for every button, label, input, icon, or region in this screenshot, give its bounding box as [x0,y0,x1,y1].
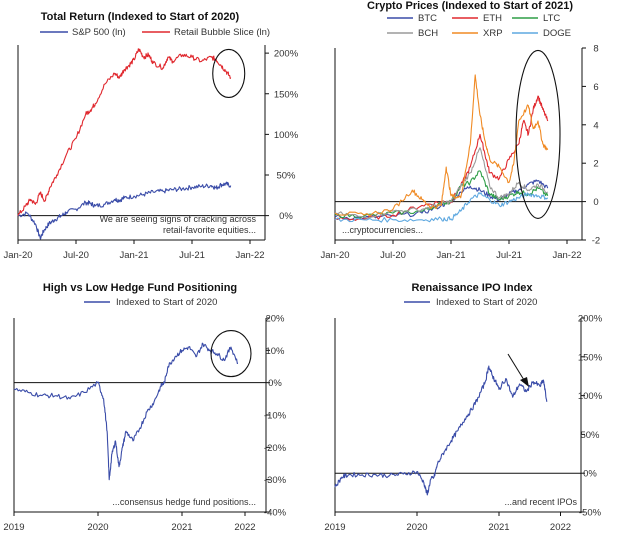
y-tick-label: 4 [593,120,598,131]
x-tick-label: Jan-21 [119,250,148,261]
y-tick-label: 8 [593,44,598,55]
series-line-bch [334,147,548,219]
legend-label-index: Indexed to Start of 2020 [436,297,537,308]
x-tick-label: Jan-20 [320,250,349,261]
y-tick-label: 150% [578,352,603,363]
annotation-line-2: retail-favorite equities... [163,225,256,235]
x-tick-label: 2021 [171,522,192,533]
x-tick-label: 2020 [406,522,427,533]
y-tick-label: 150% [274,89,299,100]
y-tick-label: 0% [268,378,282,389]
legend-label-eth: ETH [483,13,502,24]
legend-label-retail: Retail Bubble Slice (ln) [174,27,270,38]
y-tick-label: 50% [580,430,600,441]
legend-label-bch: BCH [418,28,438,39]
chart-title: Crypto Prices (Indexed to Start of 2021) [367,0,573,12]
x-tick-label: Jul-21 [179,250,205,261]
chart-crypto-prices: Crypto Prices (Indexed to Start of 2021)… [320,0,600,261]
x-tick-label: Jan-20 [3,250,32,261]
series-line-doge [334,192,549,223]
series-line-indexed-to-start-of-2020 [13,342,239,481]
chart-title: High vs Low Hedge Fund Positioning [43,282,237,294]
x-tick-label: Jul-20 [380,250,406,261]
y-tick-label: 50% [276,171,296,182]
legend-label-btc: BTC [418,13,437,24]
y-tick-label: -50% [579,508,602,519]
downtrend-arrow [507,353,529,387]
y-tick-label: -2 [592,236,600,247]
x-tick-label: Jul-21 [496,250,522,261]
highlight-ellipse [210,330,252,378]
y-tick-label: 200% [274,49,299,60]
x-tick-label: Jan-22 [552,250,581,261]
x-tick-label: 2019 [324,522,345,533]
y-tick-label: -10% [264,411,287,422]
annotation: ...consensus hedge fund positions... [112,497,256,507]
series-line-indexed-to-start-of-2020 [334,365,548,496]
y-tick-label: 200% [578,314,603,325]
arrow-head [520,377,529,387]
arrow-shaft [507,353,525,381]
x-tick-label: 2022 [234,522,255,533]
legend: Indexed to Start of 2020 [404,297,537,308]
legend: Indexed to Start of 2020 [84,297,217,308]
series-line-s-p-500-ln- [17,181,232,240]
chart-title: Total Return (Indexed to Start of 2020) [41,11,240,23]
y-tick-label: 10% [265,346,285,357]
y-tick-label: 6 [593,82,598,93]
y-tick-label: 2 [593,159,598,170]
annotation: ...cryptocurrencies... [342,225,423,235]
legend: BTC ETH LTC BCH XRP DOGE [387,13,571,39]
chart-title: Renaissance IPO Index [411,282,533,294]
highlight-ellipse [212,48,246,98]
legend-label-sp500: S&P 500 (ln) [72,27,126,38]
legend-label-ltc: LTC [543,13,560,24]
annotation: ...and recent IPOs [504,497,577,507]
chart-total-return: Total Return (Indexed to Start of 2020) … [3,11,298,261]
x-tick-label: Jul-20 [63,250,89,261]
legend-label-index: Indexed to Start of 2020 [116,297,217,308]
y-tick-label: 0% [583,469,597,480]
x-tick-label: Jan-22 [235,250,264,261]
series-line-retail-bubble-slice-ln- [17,48,232,216]
series-line-ltc [334,170,549,219]
chart-renaissance-ipo: Renaissance IPO Index Indexed to Start o… [324,282,602,533]
series-line-eth [334,95,549,221]
legend: S&P 500 (ln) Retail Bubble Slice (ln) [40,27,270,38]
y-tick-label: 0 [593,197,598,208]
y-tick-label: -20% [264,443,287,454]
legend-label-doge: DOGE [543,28,571,39]
y-tick-label: 100% [274,130,299,141]
y-tick-label: 20% [265,314,285,325]
x-tick-label: 2020 [87,522,108,533]
highlight-ellipse [515,49,561,219]
chart-hedge-fund-positioning: High vs Low Hedge Fund Positioning Index… [3,282,286,533]
y-tick-label: -30% [264,475,287,486]
y-tick-label: 100% [578,391,603,402]
series-line-xrp [334,74,549,217]
annotation-line-1: We are seeing signs of cracking across [100,214,257,224]
x-tick-label: Jan-21 [436,250,465,261]
x-tick-label: 2021 [488,522,509,533]
legend-label-xrp: XRP [483,28,503,39]
x-tick-label: 2022 [550,522,571,533]
x-tick-label: 2019 [3,522,24,533]
y-tick-label: -40% [264,508,287,519]
y-tick-label: 0% [279,211,293,222]
